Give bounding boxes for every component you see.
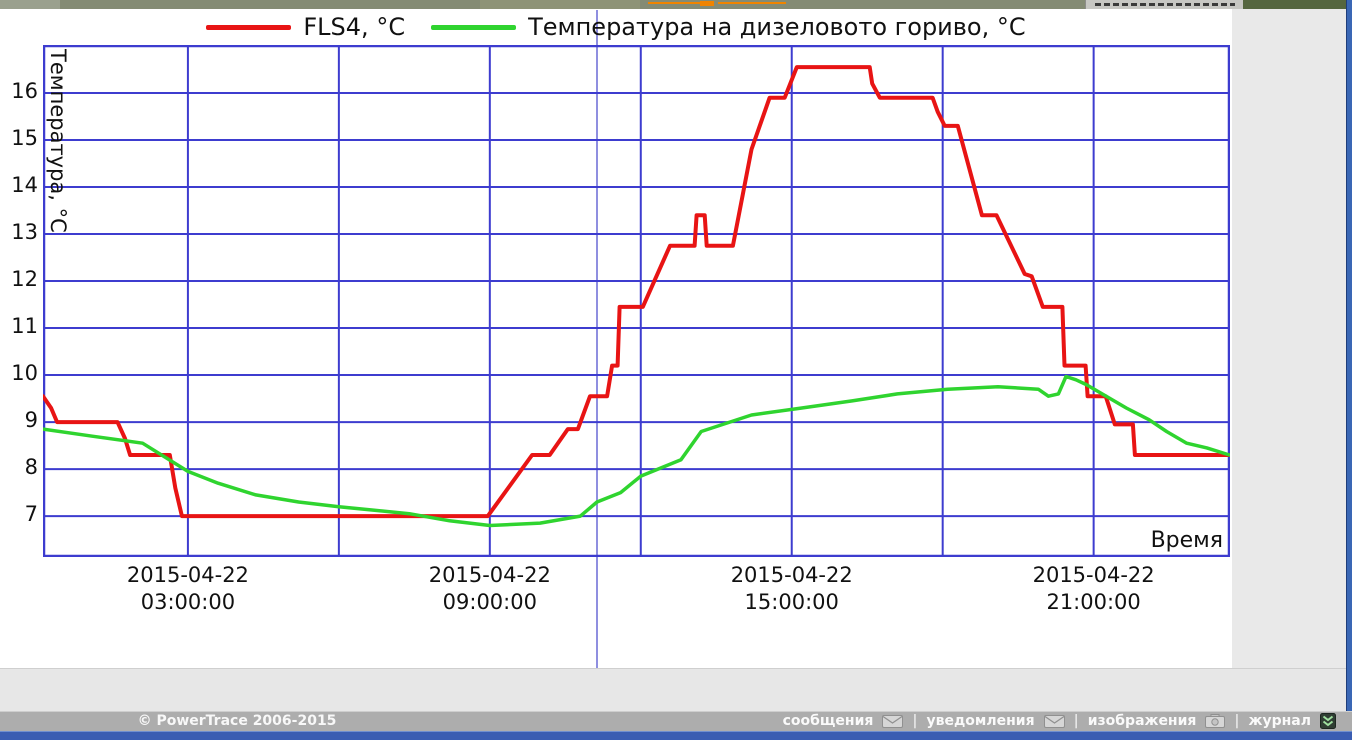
legend-label-diesel-temp: Температура на дизеловото гориво, °C (528, 13, 1026, 41)
x-tick-label: 2015-04-22 21:00:00 (1032, 563, 1155, 614)
y-tick-label: 13 (11, 220, 38, 244)
y-tick-label: 10 (11, 361, 38, 386)
status-link-notifications[interactable]: уведомления (926, 713, 1035, 729)
status-bar: © PowerTrace 2006-2015 сообщения | уведо… (0, 711, 1352, 731)
y-tick-label: 11 (11, 314, 38, 339)
copyright-text: © PowerTrace 2006-2015 (137, 713, 337, 729)
chart-legend: FLS4, °C Температура на дизеловото горив… (0, 8, 1232, 46)
chart-toolbar: ◀ ▶ (0, 668, 1346, 711)
map-strip (0, 0, 1346, 9)
legend-label-fls4: FLS4, °C (303, 13, 406, 41)
y-tick-label: 8 (24, 455, 38, 480)
y-tick-label: 12 (11, 267, 38, 292)
status-link-images[interactable]: изображения (1087, 713, 1197, 729)
right-scroll-strip[interactable] (1346, 0, 1352, 740)
chevrons-down-icon[interactable] (1320, 713, 1336, 729)
status-separator: | (912, 713, 918, 729)
y-tick-label: 16 (11, 78, 38, 103)
map-terrain (480, 0, 640, 9)
temperature-chart-plot[interactable] (43, 45, 1230, 557)
map-terrain (1243, 0, 1346, 9)
map-label-text-smudge (1095, 3, 1235, 6)
status-link-journal[interactable]: журнал (1248, 713, 1311, 729)
status-link-messages[interactable]: сообщения (782, 713, 874, 729)
map-route-mark (648, 2, 700, 4)
map-route-mark (718, 2, 786, 4)
right-side-panel (1232, 9, 1346, 711)
y-axis-title: Температура, °C (46, 49, 70, 233)
y-tick-label: 9 (24, 408, 38, 433)
map-terrain (0, 0, 60, 9)
envelope-icon[interactable] (1043, 714, 1065, 728)
status-separator: | (1234, 713, 1240, 729)
camera-icon[interactable] (1205, 714, 1226, 728)
x-tick-label: 2015-04-22 15:00:00 (730, 563, 853, 614)
x-axis-title: Время (1150, 528, 1223, 553)
time-cursor-line[interactable] (596, 10, 598, 682)
status-links: сообщения | уведомления | изображения | … (783, 713, 1336, 729)
x-tick-label: 2015-04-22 09:00:00 (428, 563, 551, 614)
x-tick-label: 2015-04-22 03:00:00 (126, 563, 249, 614)
status-separator: | (1073, 713, 1079, 729)
map-route-mark (700, 1, 714, 6)
y-tick-label: 14 (11, 172, 38, 197)
envelope-icon[interactable] (882, 714, 904, 728)
bottom-blue-bar (0, 731, 1352, 740)
legend-line-red-icon (206, 24, 292, 30)
y-tick-label: 15 (11, 125, 38, 150)
y-tick-label: 7 (24, 502, 38, 527)
legend-line-green-icon (431, 24, 517, 30)
